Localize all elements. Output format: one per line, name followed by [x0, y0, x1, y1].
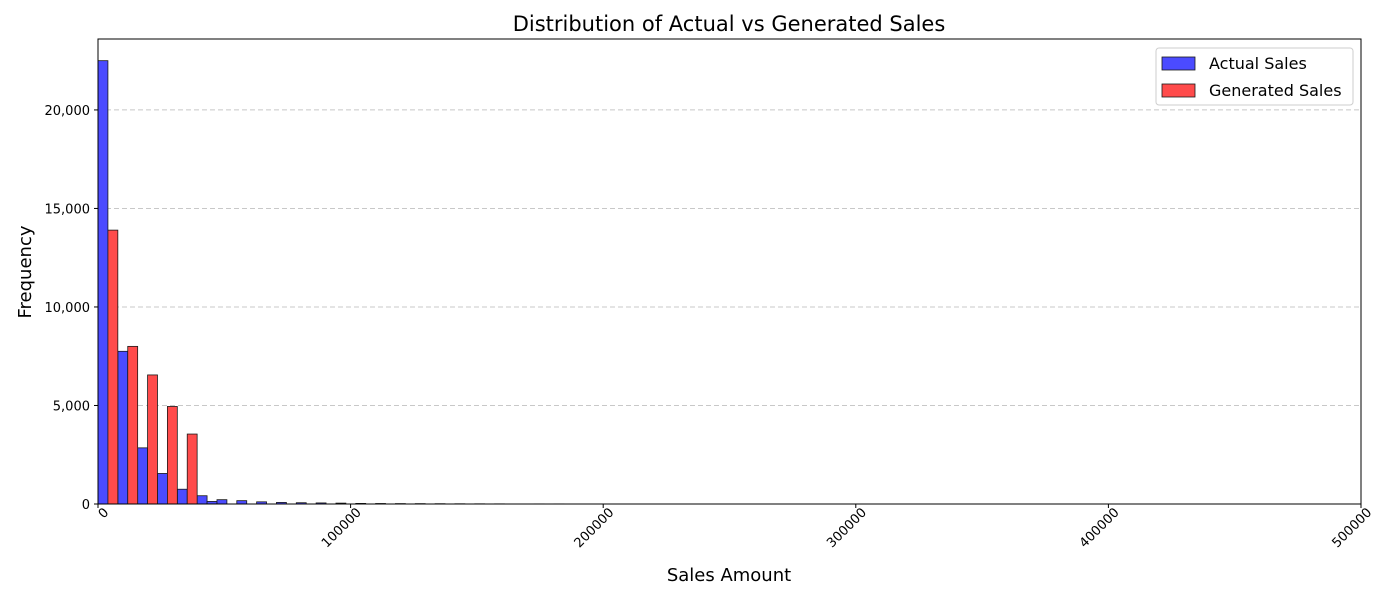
- x-tick-label: 400000: [1077, 505, 1123, 551]
- x-tick-label: 200000: [572, 505, 618, 551]
- legend-label-generated: Generated Sales: [1209, 81, 1342, 100]
- y-tick-label: 20,000: [45, 104, 91, 119]
- legend-swatch-generated: [1162, 84, 1195, 97]
- actual-sales-bar: [177, 489, 187, 504]
- actual-sales-bar: [217, 500, 227, 504]
- gridlines: [98, 110, 1361, 406]
- x-tick-label: 500000: [1329, 505, 1375, 551]
- generated-sales-bar: [187, 434, 197, 504]
- x-axis-label: Sales Amount: [667, 565, 791, 586]
- generated-sales-bar: [108, 230, 118, 504]
- actual-sales-bar: [197, 496, 207, 504]
- generated-sales-bar: [128, 346, 138, 504]
- y-tick-label: 5,000: [53, 399, 90, 414]
- chart-title: Distribution of Actual vs Generated Sale…: [513, 12, 946, 36]
- y-tick-label: 15,000: [45, 202, 91, 217]
- x-tick-label: 0: [96, 505, 112, 521]
- legend: Actual Sales Generated Sales: [1156, 48, 1353, 105]
- actual-sales-bar: [138, 448, 148, 504]
- generated-sales-bar: [148, 375, 158, 504]
- y-tick-label: 10,000: [45, 301, 91, 316]
- actual-sales-bar: [237, 501, 247, 504]
- legend-swatch-actual: [1162, 57, 1195, 70]
- x-tick-label: 300000: [824, 505, 870, 551]
- y-tick-label: 0: [82, 498, 90, 513]
- bars: [98, 61, 782, 504]
- plot-frame: [98, 39, 1361, 504]
- axes: 0 5,000 10,000 15,000 20,000 0 100000 200000 300…: [45, 39, 1376, 551]
- legend-label-actual: Actual Sales: [1209, 54, 1307, 73]
- actual-sales-bar: [98, 61, 108, 504]
- y-axis-label: Frequency: [15, 225, 36, 318]
- generated-sales-bar: [167, 406, 177, 504]
- actual-sales-bar: [157, 473, 167, 504]
- x-tick-label: 100000: [319, 505, 365, 551]
- actual-sales-bar: [118, 351, 128, 504]
